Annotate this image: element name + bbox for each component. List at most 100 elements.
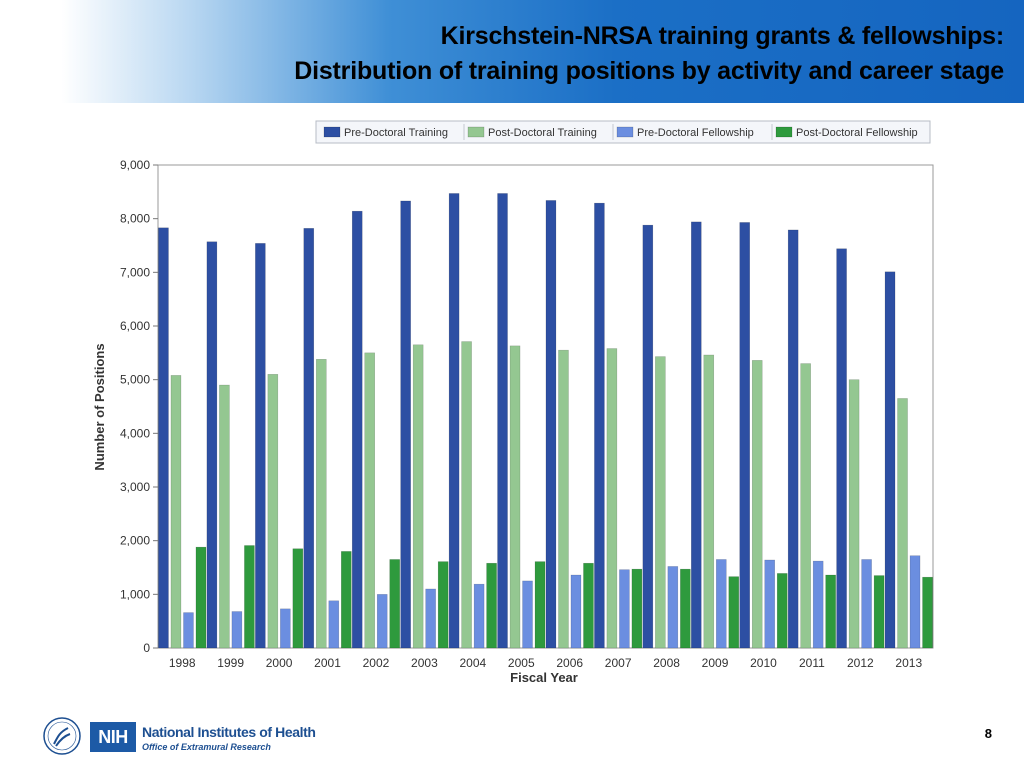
chart-legend: Pre-Doctoral Training Post-Doctoral Train…	[315, 120, 931, 144]
bar-pre-doctoral-fellowship-2000	[280, 608, 291, 649]
chart-axes: 0 1,000 2,000 3,000 4,000 5,000 6,000 7,000 8,00…	[120, 158, 922, 670]
bar-pre-doctoral-fellowship-2005	[522, 580, 533, 649]
bar-post-doctoral-training-2010	[751, 360, 763, 649]
legend-swatch	[323, 126, 341, 138]
page-number: 8	[984, 726, 992, 741]
bar-pre-doctoral-training-2001	[303, 228, 315, 649]
bar-pre-doctoral-training-1998	[158, 227, 169, 649]
bar-post-doctoral-fellowship-2012	[873, 575, 885, 649]
bar-post-doctoral-training-2001	[316, 359, 327, 649]
bar-pre-doctoral-training-2013	[884, 271, 896, 649]
bar-pre-doctoral-training-2011	[787, 229, 799, 649]
legend-label: Pre-Doctoral Training	[344, 127, 448, 139]
bar-post-doctoral-training-2004	[461, 341, 472, 649]
bar-post-doctoral-fellowship-2007	[631, 568, 643, 649]
bar-pre-doctoral-training-2009	[691, 221, 702, 649]
legend-swatch	[775, 126, 793, 138]
plot-area	[157, 164, 934, 649]
bar-post-doctoral-training-2011	[800, 363, 811, 649]
bar-post-doctoral-training-2003	[412, 344, 424, 649]
bar-pre-doctoral-fellowship-2002	[376, 594, 388, 649]
bar-pre-doctoral-fellowship-2006	[570, 574, 582, 649]
hhs-seal-icon	[43, 717, 81, 755]
bar-post-doctoral-fellowship-2001	[341, 551, 352, 649]
bar-post-doctoral-fellowship-2003	[437, 561, 449, 649]
bar-pre-doctoral-fellowship-1998	[183, 612, 194, 649]
bar-pre-doctoral-fellowship-1999	[231, 611, 243, 649]
y-tick-label: 6,000	[120, 319, 150, 333]
bar-post-doctoral-fellowship-2005	[534, 561, 546, 649]
x-tick-label: 2012	[847, 656, 874, 670]
org-name: National Institutes of Health	[142, 724, 316, 740]
bar-pre-doctoral-training-2000	[255, 243, 266, 649]
x-tick-label: 2005	[508, 656, 535, 670]
bar-pre-doctoral-fellowship-2010	[764, 559, 775, 649]
legend-swatch	[616, 126, 634, 138]
bar-pre-doctoral-training-2002	[351, 210, 363, 649]
bar-post-doctoral-fellowship-2006	[583, 562, 594, 649]
bar-post-doctoral-fellowship-2002	[389, 559, 400, 649]
legend-label: Post-Doctoral Training	[488, 127, 597, 139]
bar-post-doctoral-training-2012	[848, 379, 860, 649]
bar-post-doctoral-training-2008	[655, 356, 666, 649]
x-tick-label: 2002	[363, 656, 390, 670]
x-tick-label: 2006	[556, 656, 583, 670]
bar-post-doctoral-training-2007	[606, 348, 618, 649]
bar-pre-doctoral-fellowship-2012	[861, 559, 872, 649]
bar-post-doctoral-training-2000	[267, 374, 279, 649]
bar-post-doctoral-fellowship-2008	[680, 568, 691, 649]
bar-pre-doctoral-training-2008	[642, 224, 654, 649]
bar-post-doctoral-fellowship-2000	[292, 548, 304, 649]
x-tick-label: 2007	[605, 656, 632, 670]
bar-post-doctoral-fellowship-2009	[728, 576, 740, 649]
bar-pre-doctoral-fellowship-2013	[909, 555, 921, 649]
x-tick-label: 2003	[411, 656, 438, 670]
x-tick-label: 2011	[799, 656, 825, 670]
bar-post-doctoral-fellowship-1999	[244, 545, 255, 649]
slide-title-line-2: Distribution of training positions by ac…	[294, 57, 1004, 85]
x-tick-label: 1998	[169, 656, 196, 670]
bar-pre-doctoral-training-2003	[400, 200, 411, 649]
bar-pre-doctoral-training-2006	[545, 200, 557, 649]
x-tick-label: 2004	[459, 656, 486, 670]
bar-post-doctoral-fellowship-1998	[195, 546, 207, 649]
bar-post-doctoral-training-2005	[509, 345, 521, 649]
bar-post-doctoral-fellowship-2011	[825, 574, 836, 649]
bar-post-doctoral-fellowship-2004	[486, 562, 497, 649]
x-tick-label: 2000	[266, 656, 293, 670]
bar-post-doctoral-training-1999	[219, 384, 230, 649]
y-tick-label: 9,000	[120, 158, 150, 172]
legend-label: Post-Doctoral Fellowship	[796, 127, 918, 139]
bar-post-doctoral-training-2009	[703, 354, 715, 649]
bar-pre-doctoral-training-2004	[448, 193, 460, 649]
x-tick-label: 2008	[653, 656, 680, 670]
bar-pre-doctoral-fellowship-2007	[619, 569, 630, 649]
x-tick-label: 2009	[702, 656, 729, 670]
bar-pre-doctoral-fellowship-2008	[667, 566, 679, 649]
bar-pre-doctoral-fellowship-2003	[425, 588, 436, 649]
y-tick-label: 4,000	[120, 426, 150, 440]
y-tick-label: 2,000	[120, 534, 150, 548]
y-tick-label: 5,000	[120, 373, 150, 387]
x-tick-label: 2001	[314, 656, 341, 670]
bar-pre-doctoral-fellowship-2009	[716, 559, 727, 649]
bar-pre-doctoral-fellowship-2011	[812, 560, 824, 649]
y-axis-label: Number of Positions	[92, 343, 107, 470]
bar-pre-doctoral-fellowship-2001	[328, 600, 340, 649]
bar-post-doctoral-training-2006	[558, 349, 569, 649]
bar-post-doctoral-fellowship-2010	[776, 573, 788, 649]
bar-post-doctoral-training-2002	[364, 352, 375, 649]
bar-pre-doctoral-training-2010	[739, 222, 750, 649]
bar-post-doctoral-training-2013	[897, 398, 908, 649]
legend-label: Pre-Doctoral Fellowship	[637, 127, 754, 139]
y-tick-label: 1,000	[120, 587, 150, 601]
bar-pre-doctoral-training-2007	[594, 202, 605, 649]
bar-post-doctoral-training-1998	[170, 375, 182, 649]
y-tick-label: 3,000	[120, 480, 150, 494]
bar-pre-doctoral-training-2005	[497, 193, 508, 649]
office-name: Office of Extramural Research	[142, 742, 271, 752]
x-axis-label: Fiscal Year	[510, 670, 578, 685]
y-tick-label: 8,000	[120, 212, 150, 226]
slide-title-line-1: Kirschstein-NRSA training grants & fello…	[440, 22, 1005, 50]
